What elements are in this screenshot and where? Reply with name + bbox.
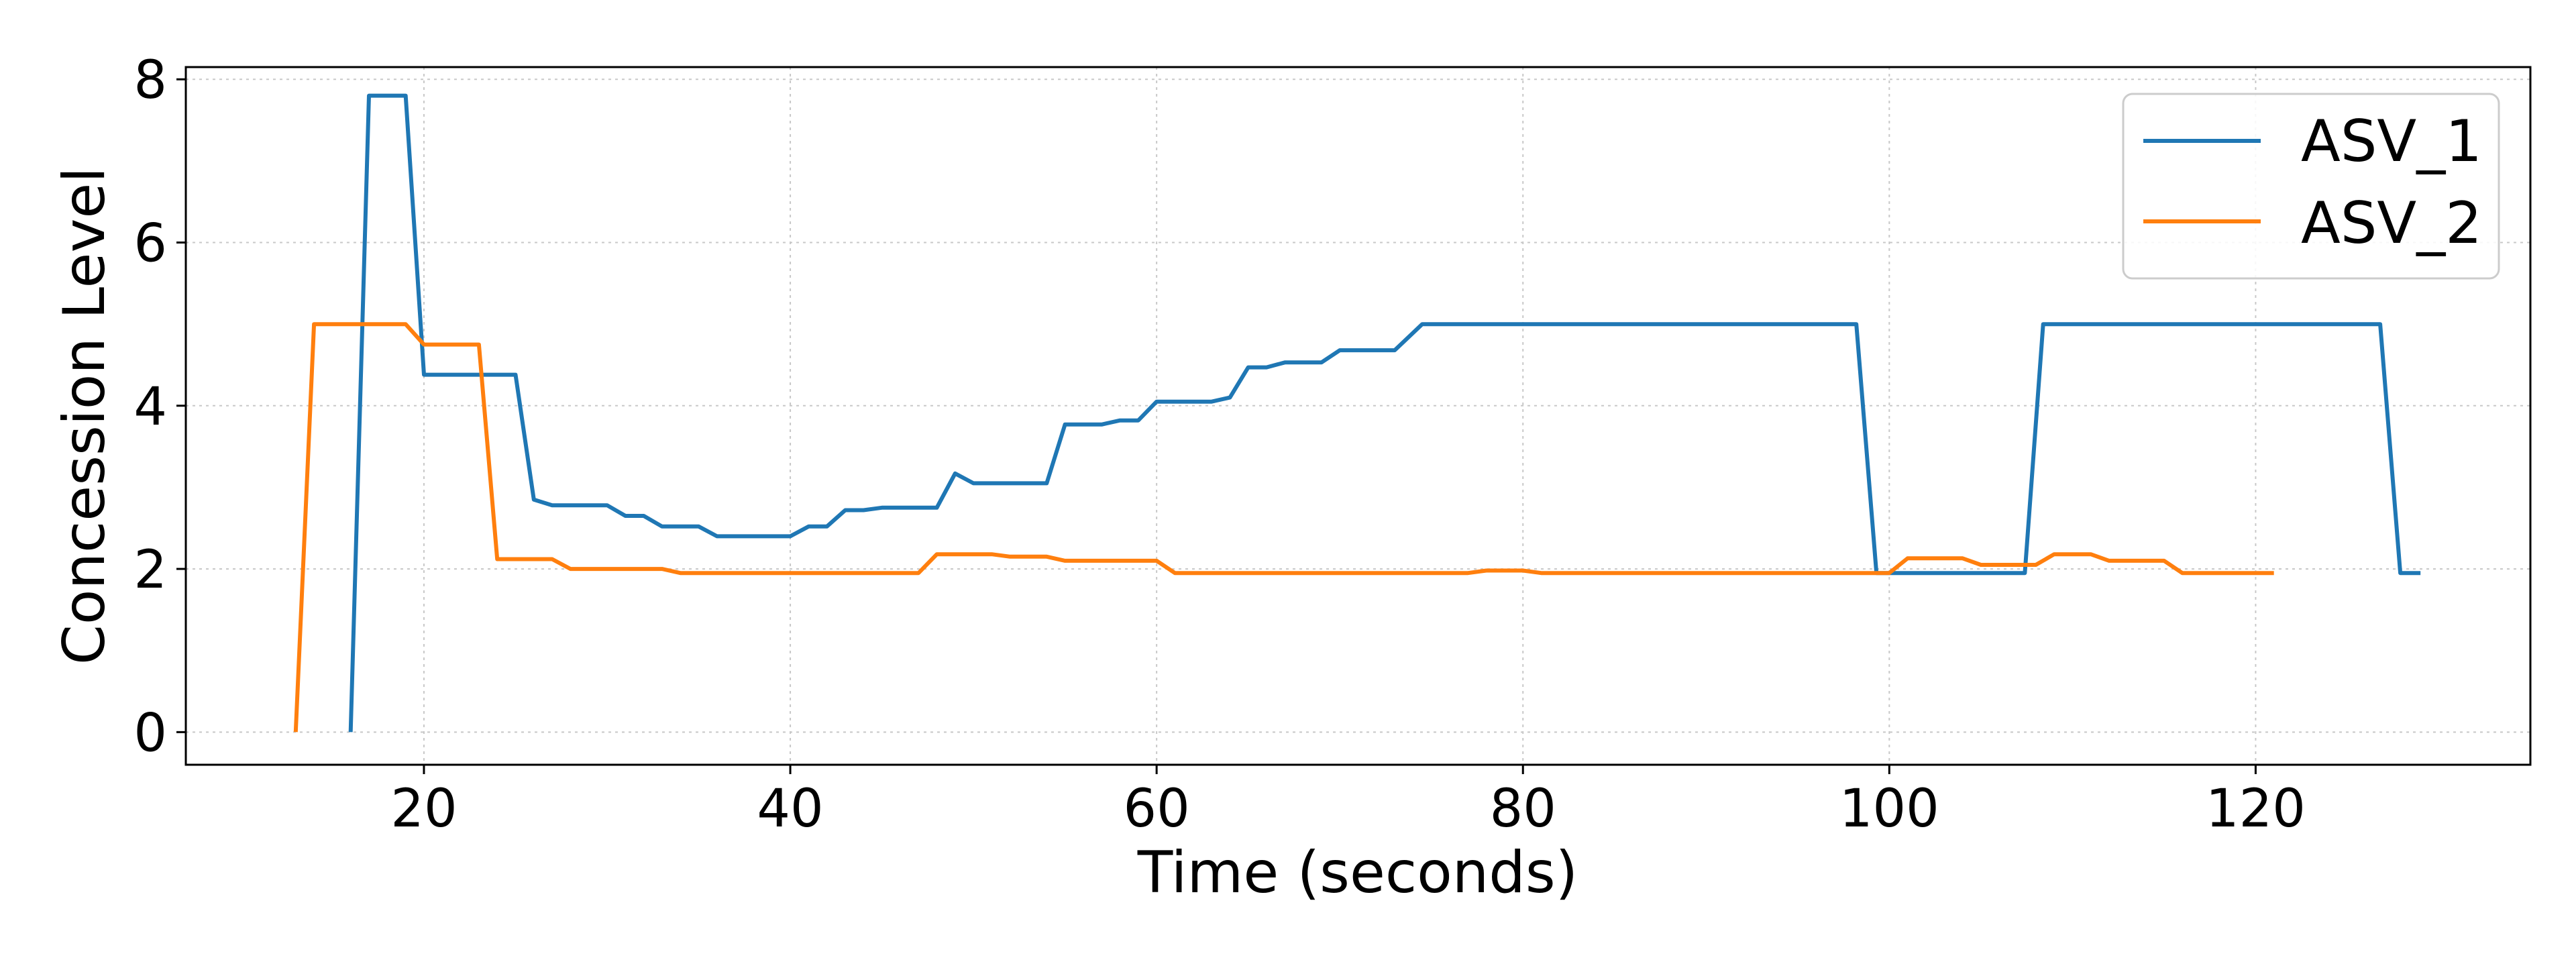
y-tick-label: 8 bbox=[133, 50, 167, 111]
x-tick-label: 40 bbox=[757, 779, 823, 839]
series-line-asv-1 bbox=[348, 93, 2421, 733]
x-tick-label: 60 bbox=[1124, 779, 1190, 839]
x-axis-ticks: 20 40 60 80 100 120 bbox=[390, 765, 2306, 839]
x-tick-label: 20 bbox=[390, 779, 457, 839]
legend: ASV_1 ASV_2 bbox=[2122, 93, 2500, 280]
y-tick-label: 4 bbox=[133, 377, 167, 437]
y-tick-label: 0 bbox=[133, 703, 167, 763]
plot-frame bbox=[184, 66, 2532, 766]
y-axis-ticks: 0 2 4 6 8 bbox=[133, 50, 186, 763]
legend-label-asv-2: ASV_2 bbox=[2301, 190, 2482, 257]
y-axis-label: Concession Level bbox=[51, 167, 118, 665]
x-tick-label: 80 bbox=[1490, 779, 1556, 839]
y-tick-label: 2 bbox=[133, 540, 167, 600]
series-line-asv-2 bbox=[293, 322, 2274, 733]
x-tick-label: 120 bbox=[2206, 779, 2306, 839]
series-lines bbox=[293, 93, 2421, 733]
x-tick-label: 100 bbox=[1839, 779, 1939, 839]
x-axis-label: Time (seconds) bbox=[1137, 839, 1578, 906]
legend-label-asv-1: ASV_1 bbox=[2301, 108, 2482, 175]
y-tick-label: 6 bbox=[133, 214, 167, 274]
